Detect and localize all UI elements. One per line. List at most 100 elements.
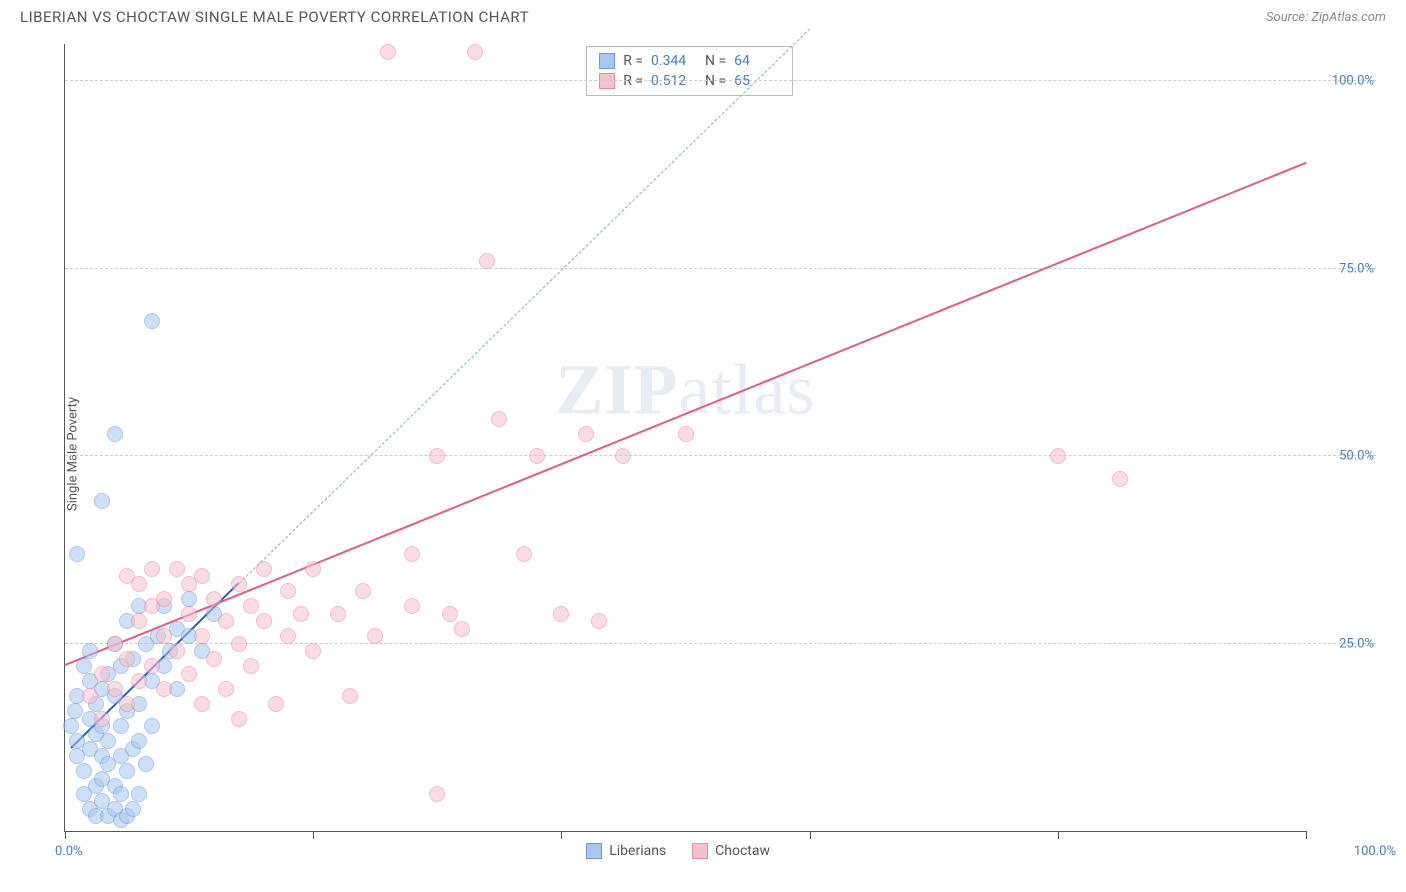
data-point	[76, 763, 92, 779]
data-point	[367, 628, 383, 644]
data-point	[218, 613, 234, 629]
data-point	[131, 613, 147, 629]
data-point	[467, 44, 483, 60]
stat-label: R =	[623, 53, 643, 69]
x-tick	[1306, 831, 1307, 839]
y-tick-label: 50.0%	[1339, 449, 1374, 464]
data-point	[256, 613, 272, 629]
data-point	[156, 591, 172, 607]
swatch-icon	[599, 53, 615, 69]
data-point	[119, 651, 135, 667]
data-point	[194, 696, 210, 712]
data-point	[342, 688, 358, 704]
data-point	[107, 681, 123, 697]
data-point	[491, 411, 507, 427]
data-point	[429, 786, 445, 802]
data-point	[67, 703, 83, 719]
data-point	[380, 44, 396, 60]
x-min-label: 0.0%	[55, 844, 83, 859]
data-point	[100, 733, 116, 749]
legend-item: Liberians	[586, 843, 666, 859]
data-point	[144, 313, 160, 329]
swatch-icon	[586, 843, 602, 859]
data-point	[231, 636, 247, 652]
data-point	[1050, 448, 1066, 464]
legend-item: Choctaw	[692, 843, 770, 859]
x-tick	[810, 831, 811, 839]
data-point	[119, 696, 135, 712]
data-point	[113, 786, 129, 802]
x-tick	[561, 831, 562, 839]
data-point	[131, 786, 147, 802]
data-point	[268, 696, 284, 712]
data-point	[181, 606, 197, 622]
data-point	[330, 606, 346, 622]
data-point	[256, 561, 272, 577]
stats-box: R = 0.344 N = 64 R = 0.512 N = 65	[586, 46, 793, 96]
data-point	[169, 561, 185, 577]
data-point	[131, 733, 147, 749]
trend-line	[65, 162, 1307, 666]
data-point	[231, 711, 247, 727]
data-point	[194, 628, 210, 644]
chart-title: LIBERIAN VS CHOCTAW SINGLE MALE POVERTY …	[20, 8, 529, 26]
data-point	[305, 561, 321, 577]
trend-line	[238, 28, 810, 583]
data-point	[355, 583, 371, 599]
data-point	[76, 658, 92, 674]
legend: Liberians Choctaw	[586, 843, 770, 859]
data-point	[243, 658, 259, 674]
data-point	[156, 628, 172, 644]
data-point	[144, 561, 160, 577]
y-tick-label: 25.0%	[1339, 636, 1374, 651]
data-point	[280, 583, 296, 599]
data-point	[94, 493, 110, 509]
data-point	[181, 666, 197, 682]
legend-label: Choctaw	[715, 843, 770, 859]
data-point	[94, 666, 110, 682]
data-point	[615, 448, 631, 464]
legend-label: Liberians	[609, 843, 666, 859]
data-point	[169, 643, 185, 659]
data-point	[231, 576, 247, 592]
x-max-label: 100.0%	[1354, 844, 1396, 859]
data-point	[144, 658, 160, 674]
gridline	[65, 643, 1376, 644]
x-tick	[313, 831, 314, 839]
data-point	[119, 763, 135, 779]
data-point	[138, 756, 154, 772]
data-point	[404, 598, 420, 614]
gridline	[65, 80, 1376, 81]
gridline	[65, 455, 1376, 456]
data-point	[69, 546, 85, 562]
data-point	[280, 628, 296, 644]
data-point	[404, 546, 420, 562]
stat-label: N =	[705, 53, 726, 69]
gridline	[65, 268, 1376, 269]
source-label: Source: ZipAtlas.com	[1266, 10, 1386, 25]
data-point	[578, 426, 594, 442]
data-point	[429, 448, 445, 464]
chart-header: LIBERIAN VS CHOCTAW SINGLE MALE POVERTY …	[0, 0, 1406, 30]
data-point	[591, 613, 607, 629]
data-point	[454, 621, 470, 637]
data-point	[131, 576, 147, 592]
plot-area: ZIPatlas R = 0.344 N = 64 R = 0.512 N = …	[64, 44, 1306, 832]
data-point	[107, 636, 123, 652]
data-point	[516, 546, 532, 562]
data-point	[529, 448, 545, 464]
data-point	[94, 711, 110, 727]
stat-value: 0.344	[651, 53, 697, 69]
data-point	[206, 651, 222, 667]
data-point	[206, 591, 222, 607]
data-point	[479, 253, 495, 269]
data-point	[678, 426, 694, 442]
data-point	[218, 681, 234, 697]
data-point	[113, 718, 129, 734]
y-tick-label: 75.0%	[1339, 261, 1374, 276]
data-point	[243, 598, 259, 614]
swatch-icon	[692, 843, 708, 859]
data-point	[107, 426, 123, 442]
data-point	[144, 718, 160, 734]
data-point	[1112, 471, 1128, 487]
